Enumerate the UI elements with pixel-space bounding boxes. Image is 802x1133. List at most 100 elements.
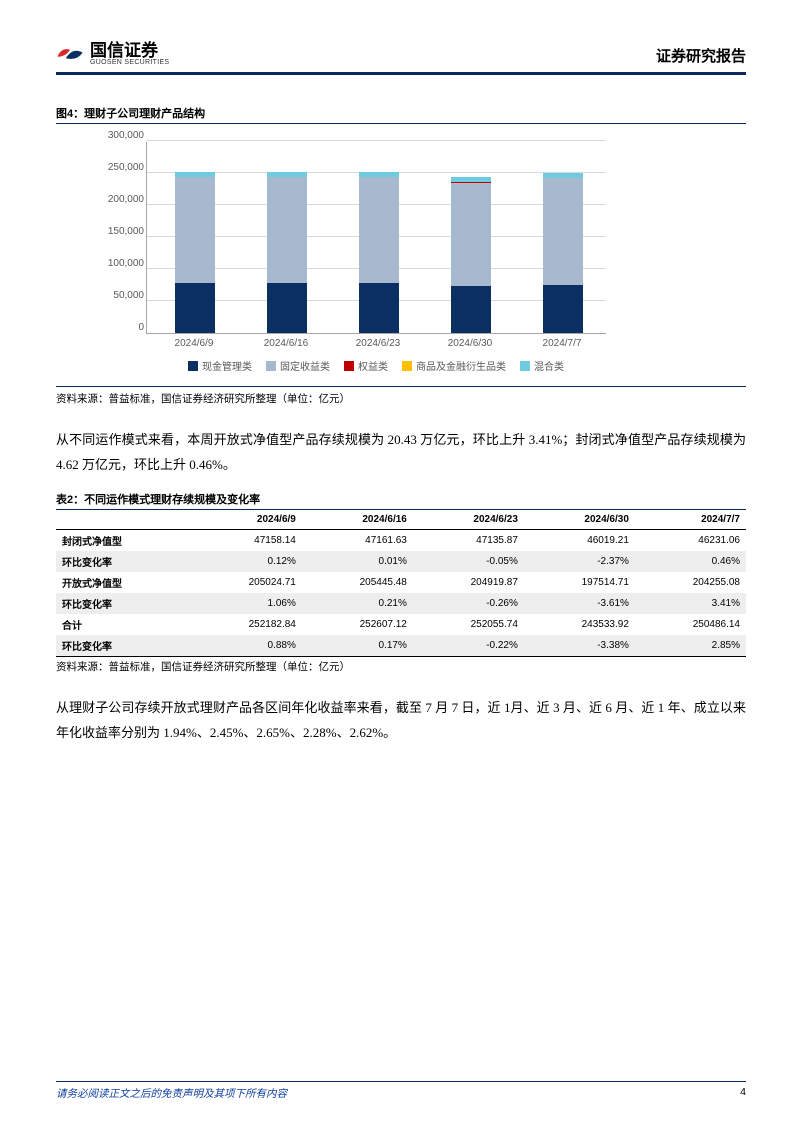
table-cell: 46019.21 xyxy=(524,530,635,552)
table-column-header: 2024/6/9 xyxy=(191,510,302,530)
table-cell: 252182.84 xyxy=(191,614,302,635)
bar-segment xyxy=(451,183,491,286)
table-cell: 197514.71 xyxy=(524,572,635,593)
table-column-header: 2024/6/16 xyxy=(302,510,413,530)
table-column-header xyxy=(56,510,191,530)
table-title: 表2：不同运作模式理财存续规模及变化率 xyxy=(56,491,746,510)
table-source: 资料来源：普益标准，国信证券经济研究所整理（单位：亿元） xyxy=(56,657,746,674)
table-cell: 205024.71 xyxy=(191,572,302,593)
page-footer: 请务必阅读正文之后的免责声明及其项下所有内容 4 xyxy=(56,1081,746,1101)
table-cell: 204255.08 xyxy=(635,572,746,593)
table-cell: 47135.87 xyxy=(413,530,524,552)
table-cell: 0.46% xyxy=(635,551,746,572)
bar-group xyxy=(543,173,583,333)
table-cell: 0.12% xyxy=(191,551,302,572)
table-cell: 环比变化率 xyxy=(56,635,191,657)
logo-block: 国信证券 GUOSEN SECURITIES xyxy=(56,42,169,66)
table-row: 开放式净值型205024.71205445.48204919.87197514.… xyxy=(56,572,746,593)
table-cell: 环比变化率 xyxy=(56,593,191,614)
legend-item: 固定收益类 xyxy=(266,358,330,373)
table-cell: -3.61% xyxy=(524,593,635,614)
bar-segment xyxy=(451,286,491,333)
table-row: 环比变化率1.06%0.21%-0.26%-3.61%3.41% xyxy=(56,593,746,614)
figure-title: 图4：理财子公司理财产品结构 xyxy=(56,105,746,124)
report-type-title: 证券研究报告 xyxy=(656,45,746,66)
bar-group xyxy=(451,177,491,333)
legend-label: 现金管理类 xyxy=(202,358,252,373)
table-row: 封闭式净值型47158.1447161.6347135.8746019.2146… xyxy=(56,530,746,552)
table-cell: 252055.74 xyxy=(413,614,524,635)
legend-label: 权益类 xyxy=(358,358,388,373)
table-cell: 0.21% xyxy=(302,593,413,614)
x-tick-label: 2024/6/16 xyxy=(251,338,321,349)
logo-text-cn: 国信证券 xyxy=(90,42,169,59)
table-body: 封闭式净值型47158.1447161.6347135.8746019.2146… xyxy=(56,530,746,657)
legend-item: 现金管理类 xyxy=(188,358,252,373)
y-tick-label: 200,000 xyxy=(108,195,144,205)
table-cell: 开放式净值型 xyxy=(56,572,191,593)
bar-group xyxy=(175,172,215,333)
legend-swatch xyxy=(402,361,412,371)
x-tick-label: 2024/7/7 xyxy=(527,338,597,349)
legend-label: 固定收益类 xyxy=(280,358,330,373)
legend-label: 商品及金融衍生品类 xyxy=(416,358,506,373)
bar-segment xyxy=(359,177,399,283)
table-cell: 47158.14 xyxy=(191,530,302,552)
bar-segment xyxy=(175,283,215,333)
table-column-header: 2024/6/30 xyxy=(524,510,635,530)
table-cell: 2.85% xyxy=(635,635,746,657)
bar-segment xyxy=(267,283,307,333)
legend-swatch xyxy=(520,361,530,371)
y-tick-label: 150,000 xyxy=(108,227,144,237)
table-cell: 204919.87 xyxy=(413,572,524,593)
legend-swatch xyxy=(266,361,276,371)
page-number: 4 xyxy=(740,1086,746,1101)
table-header-row: 2024/6/92024/6/162024/6/232024/6/302024/… xyxy=(56,510,746,530)
data-table: 2024/6/92024/6/162024/6/232024/6/302024/… xyxy=(56,510,746,657)
y-tick-label: 0 xyxy=(138,323,144,333)
y-tick-label: 300,000 xyxy=(108,131,144,141)
table-cell: 环比变化率 xyxy=(56,551,191,572)
table-cell: 封闭式净值型 xyxy=(56,530,191,552)
legend-swatch xyxy=(344,361,354,371)
plot-area xyxy=(146,142,606,334)
table-row: 环比变化率0.12%0.01%-0.05%-2.37%0.46% xyxy=(56,551,746,572)
table-cell: -0.26% xyxy=(413,593,524,614)
table-cell: 0.88% xyxy=(191,635,302,657)
table-cell: 252607.12 xyxy=(302,614,413,635)
table-row: 合计252182.84252607.12252055.74243533.9225… xyxy=(56,614,746,635)
bar-segment xyxy=(543,178,583,285)
guosen-logo-icon xyxy=(56,44,84,64)
bar-group xyxy=(267,172,307,333)
table-cell: 205445.48 xyxy=(302,572,413,593)
bar-segment xyxy=(267,177,307,283)
table-column-header: 2024/7/7 xyxy=(635,510,746,530)
x-tick-label: 2024/6/9 xyxy=(159,338,229,349)
page-header: 国信证券 GUOSEN SECURITIES 证券研究报告 xyxy=(56,42,746,75)
stacked-bar-chart: 050,000100,000150,000200,000250,000300,0… xyxy=(146,142,606,382)
legend-item: 商品及金融衍生品类 xyxy=(402,358,506,373)
table-cell: 47161.63 xyxy=(302,530,413,552)
table-column-header: 2024/6/23 xyxy=(413,510,524,530)
legend-item: 混合类 xyxy=(520,358,564,373)
table-cell: 0.01% xyxy=(302,551,413,572)
legend-swatch xyxy=(188,361,198,371)
gridline xyxy=(147,140,606,141)
legend-item: 权益类 xyxy=(344,358,388,373)
table-cell: 合计 xyxy=(56,614,191,635)
table-cell: 243533.92 xyxy=(524,614,635,635)
legend: 现金管理类 固定收益类 权益类 商品及金融衍生品类混合类 xyxy=(146,358,606,373)
bar-segment xyxy=(543,285,583,333)
footer-disclaimer: 请务必阅读正文之后的免责声明及其项下所有内容 xyxy=(56,1086,287,1101)
bar-group xyxy=(359,172,399,333)
table-cell: -0.05% xyxy=(413,551,524,572)
y-tick-label: 100,000 xyxy=(108,259,144,269)
bar-segment xyxy=(175,177,215,283)
table-cell: 1.06% xyxy=(191,593,302,614)
table-cell: 3.41% xyxy=(635,593,746,614)
table-cell: 46231.06 xyxy=(635,530,746,552)
body-paragraph-1: 从不同运作模式来看，本周开放式净值型产品存续规模为 20.43 万亿元，环比上升… xyxy=(56,428,746,477)
bar-segment xyxy=(359,283,399,333)
y-axis: 050,000100,000150,000200,000250,000300,0… xyxy=(98,136,144,336)
table-cell: 0.17% xyxy=(302,635,413,657)
